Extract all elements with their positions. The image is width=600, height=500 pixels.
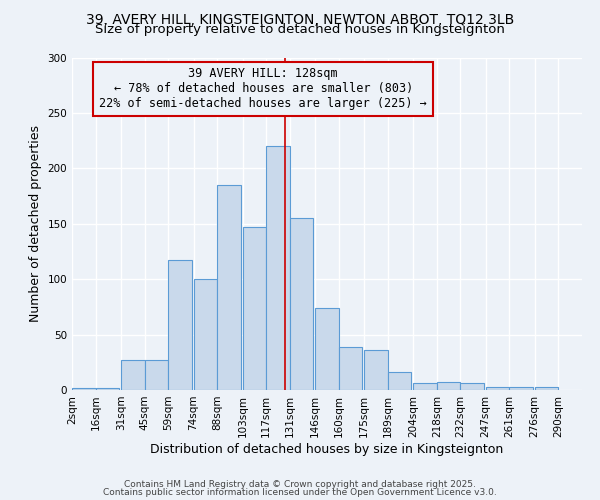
Text: 39, AVERY HILL, KINGSTEIGNTON, NEWTON ABBOT, TQ12 3LB: 39, AVERY HILL, KINGSTEIGNTON, NEWTON AB… xyxy=(86,12,514,26)
Bar xyxy=(364,350,388,390)
Bar xyxy=(168,260,192,390)
Bar xyxy=(72,388,95,390)
Bar xyxy=(121,360,145,390)
Bar xyxy=(95,388,119,390)
Text: Contains public sector information licensed under the Open Government Licence v3: Contains public sector information licen… xyxy=(103,488,497,497)
Bar xyxy=(290,218,313,390)
Bar xyxy=(266,146,290,390)
Bar xyxy=(217,185,241,390)
Bar xyxy=(315,308,339,390)
Bar xyxy=(486,386,509,390)
Bar xyxy=(413,384,437,390)
Y-axis label: Number of detached properties: Number of detached properties xyxy=(29,125,42,322)
Text: 39 AVERY HILL: 128sqm
← 78% of detached houses are smaller (803)
22% of semi-det: 39 AVERY HILL: 128sqm ← 78% of detached … xyxy=(100,68,427,110)
X-axis label: Distribution of detached houses by size in Kingsteignton: Distribution of detached houses by size … xyxy=(151,442,503,456)
Bar xyxy=(509,386,533,390)
Bar xyxy=(460,384,484,390)
Bar xyxy=(339,347,362,390)
Bar xyxy=(535,386,559,390)
Bar xyxy=(388,372,412,390)
Text: Contains HM Land Registry data © Crown copyright and database right 2025.: Contains HM Land Registry data © Crown c… xyxy=(124,480,476,489)
Bar xyxy=(194,279,217,390)
Text: Size of property relative to detached houses in Kingsteignton: Size of property relative to detached ho… xyxy=(95,22,505,36)
Bar xyxy=(242,227,266,390)
Bar xyxy=(437,382,460,390)
Bar xyxy=(145,360,168,390)
